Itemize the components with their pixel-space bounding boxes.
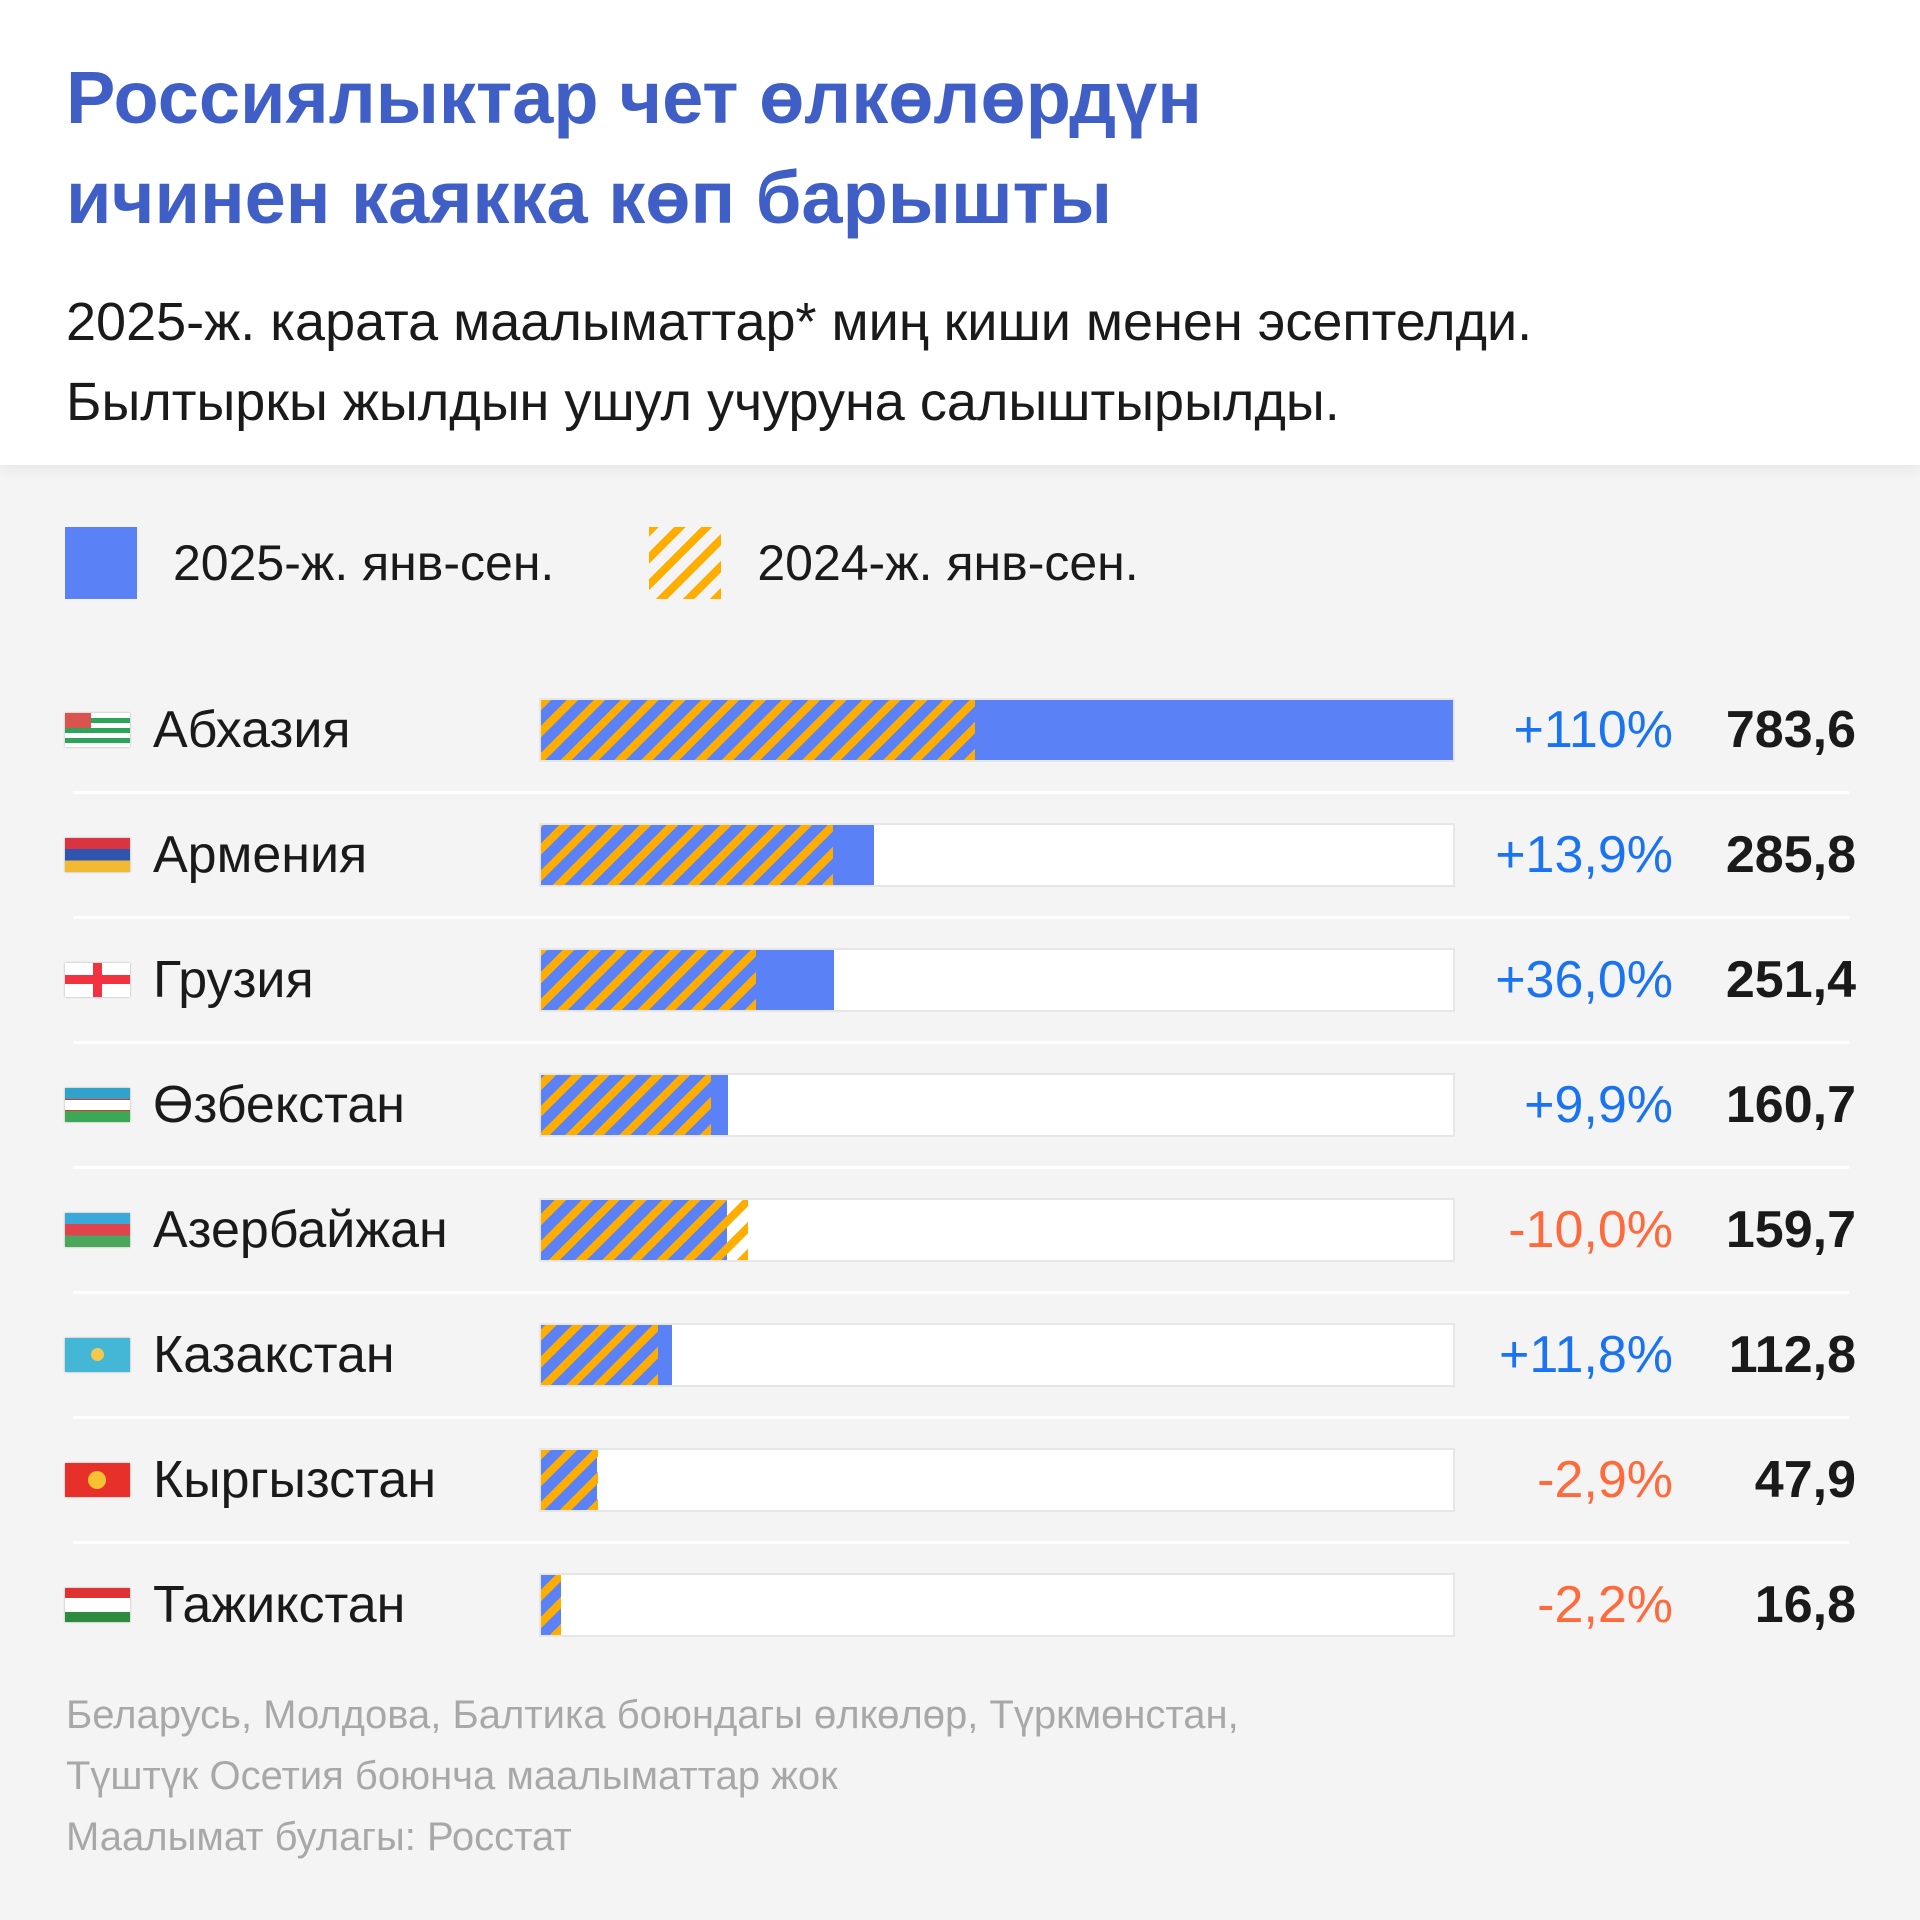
change-label: +36,0%: [1495, 951, 1673, 1009]
value-label: 251,4: [1725, 951, 1856, 1009]
legend-swatch-2024: [649, 527, 722, 599]
bar-track: [539, 1573, 1455, 1637]
bar-2024: [541, 950, 757, 1010]
row-divider: [73, 791, 1849, 794]
bar-2024: [541, 1325, 659, 1385]
row-divider: [73, 1416, 1849, 1419]
flag-kyrgyzstan-icon: [65, 1463, 130, 1497]
bar-track: [539, 1198, 1455, 1262]
value-label: 783,6: [1725, 701, 1856, 759]
bar-row: Грузия +36,0% 251,4: [0, 917, 1920, 1042]
country-label: Азербайжан: [153, 1201, 448, 1259]
legend: 2025-ж. янв-сен. 2024-ж. янв-сен.: [65, 527, 1234, 599]
row-divider: [73, 1166, 1849, 1169]
legend-label-2024: 2024-ж. янв-сен.: [757, 535, 1139, 591]
value-label: 112,8: [1728, 1326, 1856, 1384]
subtitle-line: Былтыркы жылдын ушул учуруна салыштырылд…: [66, 372, 1340, 432]
bar-2024: [541, 700, 976, 760]
footnote: Беларусь, Молдова, Балтика боюндагы өлкө…: [66, 1685, 1239, 1868]
country-label: Грузия: [153, 951, 314, 1009]
row-divider: [73, 1541, 1849, 1544]
title-line: ичинен каякка көп барышты: [66, 156, 1113, 239]
bar-row: Өзбекстан +9,9% 160,7: [0, 1042, 1920, 1167]
footnote-line: Беларусь, Молдова, Балтика боюндагы өлкө…: [66, 1693, 1239, 1737]
change-label: -10,0%: [1508, 1201, 1673, 1259]
country-label: Казакстан: [153, 1326, 395, 1384]
value-label: 285,8: [1725, 826, 1856, 884]
bar-track: [539, 948, 1455, 1012]
row-divider: [73, 916, 1849, 919]
bar-row: Кыргызстан -2,9% 47,9: [0, 1417, 1920, 1542]
legend-swatch-2025: [65, 527, 137, 599]
subtitle-line: 2025-ж. карата маалыматтар* миң киши мен…: [66, 292, 1533, 352]
header: Россиялыктар чет өлкөлөрдүн ичинен каякка…: [0, 0, 1920, 465]
bar-track: [539, 1323, 1455, 1387]
country-label: Тажикстан: [153, 1576, 406, 1634]
change-label: +9,9%: [1524, 1076, 1673, 1134]
bar-row: Тажикстан -2,2% 16,8: [0, 1542, 1920, 1667]
title-line: Россиялыктар чет өлкөлөрдүн: [66, 56, 1202, 139]
flag-azerbaijan-icon: [65, 1213, 130, 1247]
bar-2024: [541, 1075, 712, 1135]
country-label: Өзбекстан: [153, 1076, 406, 1134]
chart-subtitle: 2025-ж. карата маалыматтар* миң киши мен…: [66, 282, 1866, 442]
value-label: 16,8: [1754, 1576, 1856, 1634]
change-label: -2,9%: [1537, 1451, 1673, 1509]
footnote-line: Түштүк Осетия боюнча маалыматтар жок: [66, 1754, 838, 1798]
change-label: +11,8%: [1499, 1326, 1673, 1384]
bar-row: Армения +13,9% 285,8: [0, 792, 1920, 917]
flag-tajikistan-icon: [65, 1588, 130, 1622]
value-label: 47,9: [1754, 1451, 1856, 1509]
value-label: 159,7: [1725, 1201, 1856, 1259]
bar-track: [539, 698, 1455, 762]
bar-2024: [541, 1200, 748, 1260]
change-label: -2,2%: [1537, 1576, 1673, 1634]
flag-uzbekistan-icon: [65, 1088, 130, 1122]
chart-title: Россиялыктар чет өлкөлөрдүн ичинен каякка…: [66, 48, 1566, 248]
flag-abkhazia-icon: [65, 713, 130, 747]
country-label: Кыргызстан: [153, 1451, 437, 1509]
bar-track: [539, 1448, 1455, 1512]
flag-armenia-icon: [65, 838, 130, 872]
bar-2024: [541, 1450, 599, 1510]
flag-kazakhstan-icon: [65, 1338, 130, 1372]
country-label: Абхазия: [153, 701, 351, 759]
change-label: +13,9%: [1495, 826, 1673, 884]
bar-row: Абхазия +110% 783,6: [0, 667, 1920, 792]
source-note: Маалымат булагы: Росстат: [66, 1815, 572, 1859]
bar-row: Азербайжан -10,0% 159,7: [0, 1167, 1920, 1292]
change-label: +110%: [1513, 701, 1673, 759]
bar-track: [539, 823, 1455, 887]
flag-georgia-icon: [65, 963, 130, 997]
value-label: 160,7: [1725, 1076, 1856, 1134]
legend-label-2025: 2025-ж. янв-сен.: [173, 535, 555, 591]
row-divider: [73, 1041, 1849, 1044]
bar-2024: [541, 1575, 561, 1635]
row-divider: [73, 1291, 1849, 1294]
bar-track: [539, 1073, 1455, 1137]
country-label: Армения: [153, 826, 368, 884]
bar-row: Казакстан +11,8% 112,8: [0, 1292, 1920, 1417]
bar-2024: [541, 825, 834, 885]
